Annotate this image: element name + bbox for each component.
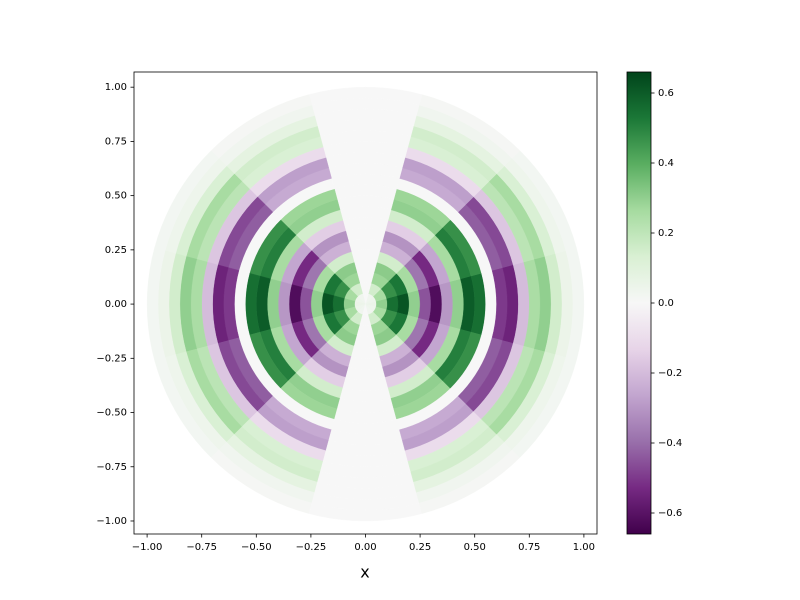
field-cell bbox=[396, 292, 410, 316]
colorbar-tick-label: −0.6 bbox=[658, 508, 682, 519]
x-tick-label: 0.00 bbox=[354, 542, 376, 553]
y-tick-label: −0.50 bbox=[96, 408, 127, 419]
colorbar-tick-label: −0.2 bbox=[658, 368, 682, 379]
colorbar-tick-label: 0.2 bbox=[658, 228, 674, 239]
field-cell bbox=[417, 286, 432, 322]
x-tick-label: −1.00 bbox=[132, 542, 163, 553]
field-cell bbox=[351, 345, 380, 359]
x-tick-label: 0.50 bbox=[464, 542, 486, 553]
field-cell bbox=[353, 260, 378, 273]
x-tick-label: −0.50 bbox=[241, 542, 272, 553]
field-cell bbox=[351, 249, 380, 263]
y-tick-label: −1.00 bbox=[96, 516, 127, 527]
field-cell bbox=[348, 356, 383, 370]
colorbar-tick-label: 0.6 bbox=[658, 88, 674, 99]
x-tick-label: 0.25 bbox=[409, 542, 431, 553]
y-tick-label: 0.25 bbox=[105, 245, 127, 256]
colorbar-tick-label: 0.0 bbox=[658, 298, 674, 309]
field-cell bbox=[353, 335, 378, 348]
y-tick-label: 0.00 bbox=[105, 299, 127, 310]
field bbox=[146, 86, 585, 522]
y-tick-label: 1.00 bbox=[105, 82, 127, 93]
y-tick-label: 0.50 bbox=[105, 191, 127, 202]
field-cell bbox=[348, 238, 383, 252]
colorbar bbox=[626, 71, 652, 535]
field-cell bbox=[511, 357, 577, 458]
field-cell bbox=[299, 286, 314, 322]
y-tick-label: 0.75 bbox=[105, 136, 127, 147]
colorbar-tick-label: −0.4 bbox=[658, 438, 682, 449]
y-tick-label: −0.25 bbox=[96, 353, 127, 364]
field-cell bbox=[407, 289, 421, 319]
field-cell bbox=[321, 292, 335, 316]
x-tick-label: 0.75 bbox=[518, 542, 540, 553]
colorbar-tick-label: 0.4 bbox=[658, 158, 674, 169]
x-tick-label: −0.25 bbox=[296, 542, 327, 553]
x-axis-label: x bbox=[360, 563, 369, 582]
x-tick-label: −0.75 bbox=[186, 542, 217, 553]
y-tick-label: −0.75 bbox=[96, 462, 127, 473]
x-tick-label: 1.00 bbox=[573, 542, 595, 553]
field-cell bbox=[310, 289, 324, 319]
